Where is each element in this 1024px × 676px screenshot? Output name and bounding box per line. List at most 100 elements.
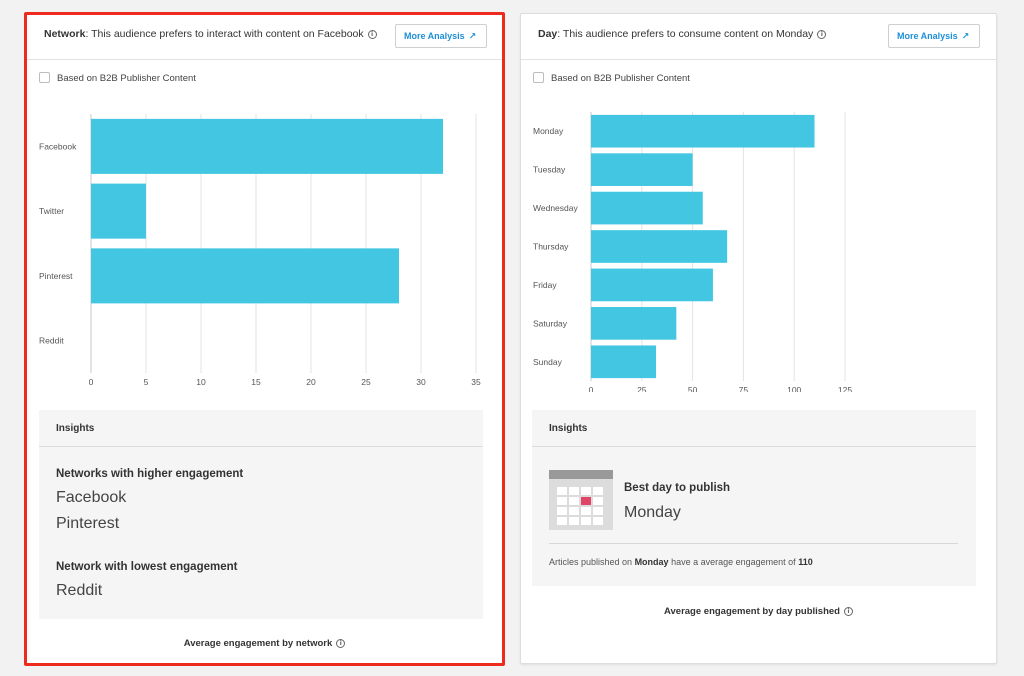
y-tick-label: Friday	[533, 280, 557, 290]
note-value: 110	[798, 557, 813, 567]
y-tick-label: Monday	[533, 126, 564, 136]
calendar-icon-cell	[557, 487, 567, 495]
day-card-header: Day: This audience prefers to consume co…	[521, 14, 996, 60]
more-analysis-label: More Analysis	[404, 31, 465, 41]
network-b2b-checkbox[interactable]	[39, 72, 50, 83]
y-tick-label: Pinterest	[39, 271, 73, 281]
calendar-icon	[549, 470, 613, 530]
day-b2b-checkbox[interactable]	[533, 72, 544, 83]
bar-saturday[interactable]	[591, 307, 677, 340]
calendar-icon-cell	[581, 507, 591, 515]
external-link-icon: ↗	[468, 32, 477, 42]
insights-divider	[549, 543, 958, 544]
note-prefix: Articles published on	[549, 557, 635, 567]
best-day-value: Monday	[624, 504, 681, 521]
x-tick-label: 15	[251, 377, 261, 387]
x-tick-label: 10	[196, 377, 206, 387]
network-insights-panel: Insights Networks with higher engagement…	[39, 410, 483, 619]
x-tick-label: 30	[416, 377, 426, 387]
external-link-icon: ↗	[961, 32, 970, 42]
x-tick-label: 0	[589, 385, 594, 392]
more-analysis-label: More Analysis	[897, 31, 958, 41]
calendar-icon-cell	[569, 497, 579, 505]
note-middle: have a average engagement of	[668, 557, 799, 567]
network-title-bold: Network	[44, 28, 86, 40]
calendar-icon-cell	[593, 487, 603, 495]
network-title-text: : This audience prefers to interact with…	[85, 28, 364, 40]
y-tick-label: Sunday	[533, 357, 563, 367]
calendar-icon-cell	[569, 507, 579, 515]
x-tick-label: 75	[739, 385, 749, 392]
bar-tuesday[interactable]	[591, 153, 693, 186]
bar-sunday[interactable]	[591, 345, 657, 379]
lowest-engagement-label: Network with lowest engagement	[56, 561, 238, 573]
x-tick-label: 125	[838, 385, 852, 392]
day-insights-header: Insights	[532, 410, 976, 447]
x-tick-label: 50	[688, 385, 698, 392]
day-chart-footer: Average engagement by day published i	[521, 606, 996, 617]
bar-friday[interactable]	[591, 268, 713, 302]
day-title-bold: Day	[538, 28, 558, 40]
day-card: Day: This audience prefers to consume co…	[520, 13, 997, 664]
x-tick-label: 35	[471, 377, 481, 387]
y-tick-label: Tuesday	[533, 165, 566, 175]
y-tick-label: Thursday	[533, 242, 569, 252]
calendar-icon-cell	[581, 487, 591, 495]
calendar-icon-cell	[569, 487, 579, 495]
day-chart: 0 25 50 75 100 125 Monday Tuesday Wednesday Thurs…	[521, 102, 998, 392]
x-tick-label: 0	[89, 377, 94, 387]
y-tick-label: Saturday	[533, 318, 568, 328]
calendar-icon-cell	[581, 517, 591, 525]
network-chart-footer: Average engagement by network i	[27, 638, 502, 649]
calendar-icon-cell	[557, 517, 567, 525]
bar-pinterest[interactable]	[91, 248, 399, 304]
y-tick-label: Reddit	[39, 336, 64, 346]
network-card-header: Network: This audience prefers to intera…	[27, 14, 502, 60]
note-day: Monday	[634, 557, 669, 567]
bar-monday[interactable]	[591, 114, 815, 148]
info-circle-icon[interactable]: i	[367, 30, 377, 39]
day-b2b-checkbox-label[interactable]: Based on B2B Publisher Content	[551, 73, 690, 84]
bar-twitter[interactable]	[91, 183, 146, 239]
calendar-icon-cell	[557, 507, 567, 515]
y-tick-label: Twitter	[39, 206, 64, 216]
network-insights-header: Insights	[39, 410, 483, 447]
calendar-icon-cell	[581, 497, 591, 505]
calendar-icon-cell	[593, 517, 603, 525]
x-tick-label: 25	[361, 377, 371, 387]
day-bar-chart-svg: 0 25 50 75 100 125 Monday Tuesday Wednesday Thurs…	[533, 112, 852, 392]
network-more-analysis-button[interactable]: More Analysis ↗	[395, 24, 487, 48]
network-footer-label: Average engagement by network	[183, 638, 333, 649]
day-footer-label: Average engagement by day published	[664, 606, 840, 617]
bar-facebook[interactable]	[91, 118, 443, 174]
calendar-icon-cell	[569, 517, 579, 525]
day-insights-panel: Insights Best day to publish Monday Arti…	[532, 410, 976, 586]
network-card-title: Network: This audience prefers to intera…	[44, 28, 377, 40]
info-circle-icon[interactable]: i	[336, 639, 346, 648]
y-tick-label: Facebook	[39, 141, 77, 151]
x-tick-label: 25	[637, 385, 647, 392]
y-tick-label: Wednesday	[533, 203, 578, 213]
info-circle-icon[interactable]: i	[843, 607, 853, 616]
bar-thursday[interactable]	[591, 230, 728, 263]
best-day-note: Articles published on Monday have a aver…	[549, 557, 813, 567]
x-tick-label: 5	[144, 377, 149, 387]
calendar-icon-cell	[593, 497, 603, 505]
network-b2b-checkbox-label[interactable]: Based on B2B Publisher Content	[57, 73, 196, 84]
x-tick-label: 20	[306, 377, 316, 387]
higher-engagement-value-2: Pinterest	[56, 515, 120, 532]
lowest-engagement-value: Reddit	[56, 582, 103, 599]
network-card: Network: This audience prefers to intera…	[26, 13, 503, 664]
day-more-analysis-button[interactable]: More Analysis ↗	[888, 24, 980, 48]
info-circle-icon[interactable]: i	[817, 30, 827, 39]
bar-wednesday[interactable]	[591, 191, 703, 225]
higher-engagement-label: Networks with higher engagement	[56, 468, 244, 480]
day-title-text: : This audience prefers to consume conte…	[557, 28, 814, 40]
network-chart: 0 5 10 15 20 25 30 35 Facebook Twitter Pinterest Re…	[27, 102, 504, 392]
network-bar-chart-svg: 0 5 10 15 20 25 30 35 Facebook Twitter Pinterest Re…	[39, 114, 481, 387]
calendar-icon-cell	[593, 507, 603, 515]
x-tick-label: 100	[787, 385, 801, 392]
calendar-icon-cell	[557, 497, 567, 505]
best-day-label: Best day to publish	[624, 482, 731, 494]
day-card-title: Day: This audience prefers to consume co…	[538, 28, 827, 40]
